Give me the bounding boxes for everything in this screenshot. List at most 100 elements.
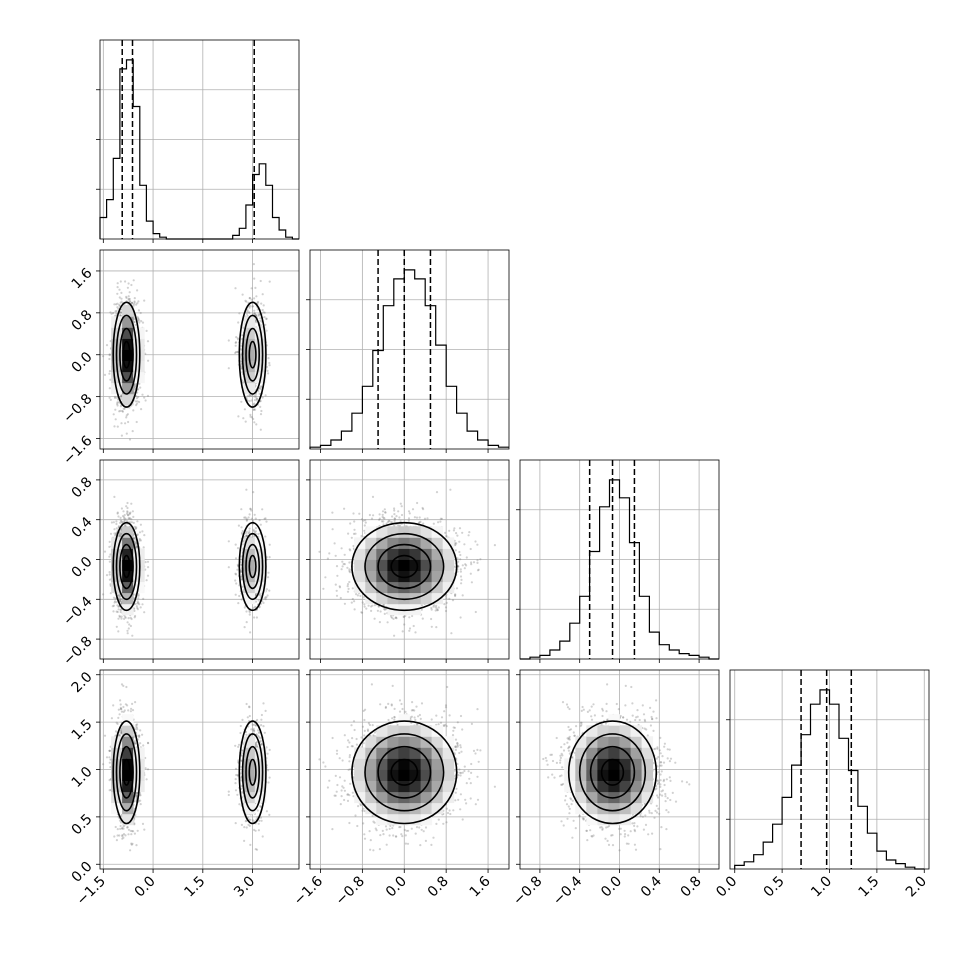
scatter-point: [267, 357, 270, 360]
scatter-point: [126, 629, 129, 632]
scatter-point: [126, 286, 129, 289]
scatter-point: [248, 611, 251, 614]
density-cell: [122, 382, 134, 395]
scatter-point: [234, 579, 237, 582]
histogram-panel-2: [306, 249, 510, 453]
scatter-point: [128, 623, 131, 626]
scatter-point: [109, 378, 112, 381]
scatter-point: [133, 300, 136, 303]
histogram-step: [520, 479, 719, 660]
scatter-point: [127, 514, 130, 517]
scatter-point: [252, 606, 255, 609]
scatter-point: [130, 301, 134, 304]
scatter-point: [241, 543, 244, 546]
scatter-point: [103, 373, 107, 376]
scatter-point: [260, 385, 263, 388]
scatter-point: [243, 626, 246, 629]
scatter-point: [127, 617, 130, 620]
scatter-point: [133, 616, 136, 619]
scatter-point: [239, 356, 242, 359]
scatter-point: [128, 521, 132, 524]
scatter-point: [127, 517, 130, 520]
scatter-point: [248, 311, 251, 315]
scatter-point: [118, 410, 121, 413]
scatter-point: [248, 296, 251, 300]
scatter-point: [147, 359, 150, 362]
scatter-point: [133, 385, 136, 388]
scatter-point: [236, 337, 239, 340]
scatter-point: [139, 386, 142, 389]
scatter-point: [243, 408, 246, 411]
scatter-point: [126, 510, 129, 513]
scatter-point: [257, 313, 260, 316]
scatter-point: [135, 397, 139, 400]
scatter-point: [119, 521, 122, 525]
scatter-point: [246, 310, 249, 313]
scatter-point: [259, 319, 262, 322]
scatter-point: [127, 282, 130, 285]
scatter-point: [108, 372, 111, 375]
scatter-point: [109, 553, 112, 556]
scatter-point: [113, 532, 116, 535]
scatter-point: [143, 611, 146, 614]
scatter-point: [239, 354, 243, 357]
scatter-point: [116, 404, 119, 407]
scatter-point: [146, 560, 150, 563]
scatter-point: [121, 520, 124, 524]
scatter-point: [245, 312, 249, 315]
density-cell: [122, 371, 134, 384]
scatter-point: [135, 545, 138, 548]
scatter-point: [265, 317, 268, 320]
scatter-point: [120, 520, 123, 523]
scatter-point: [264, 323, 267, 326]
density-cell: [122, 559, 134, 571]
scatter-point: [122, 510, 125, 513]
scatter-point: [255, 423, 258, 426]
scatter-point: [260, 302, 263, 305]
scatter-point: [135, 527, 138, 530]
scatter-point: [119, 516, 122, 520]
scatter-point: [117, 617, 120, 620]
scatter-point: [145, 329, 148, 332]
scatter-point: [239, 570, 242, 573]
scatter-point: [240, 526, 243, 529]
scatter-point: [112, 413, 115, 416]
scatter-point: [252, 408, 255, 411]
scatter-point: [102, 593, 105, 596]
scatter-point: [249, 507, 252, 510]
scatter-point: [240, 531, 243, 535]
scatter-point: [252, 403, 255, 406]
scatter-point: [116, 403, 119, 406]
density-cell: [243, 316, 256, 328]
scatter-point: [134, 602, 137, 606]
scatter-point: [122, 407, 125, 410]
scatter-point: [257, 300, 260, 304]
scatter-point: [245, 610, 248, 613]
scatter-point: [253, 297, 256, 300]
scatter-point: [129, 616, 132, 619]
scatter-point: [126, 506, 129, 510]
scatter-point: [114, 600, 117, 603]
scatter-point: [234, 593, 237, 596]
scatter-point: [135, 303, 138, 306]
contour-line: [122, 554, 131, 579]
scatter-point: [238, 312, 241, 315]
scatter-point: [118, 599, 121, 602]
scatter-point: [113, 495, 116, 498]
scatter-point: [123, 617, 126, 621]
scatter-point: [125, 505, 128, 508]
scatter-point: [266, 369, 269, 372]
scatter-point: [136, 606, 139, 610]
scatter-point: [113, 303, 116, 306]
scatter-point: [114, 597, 117, 600]
scatter-point: [131, 510, 134, 513]
scatter-point: [132, 409, 135, 412]
scatter-point: [137, 318, 140, 321]
scatter-point: [138, 531, 142, 534]
scatter-point: [146, 394, 150, 397]
scatter-point: [131, 430, 134, 433]
scatter-point: [252, 528, 255, 531]
scatter-point: [245, 519, 248, 522]
scatter-point: [134, 383, 137, 386]
scatter-point: [255, 397, 259, 400]
